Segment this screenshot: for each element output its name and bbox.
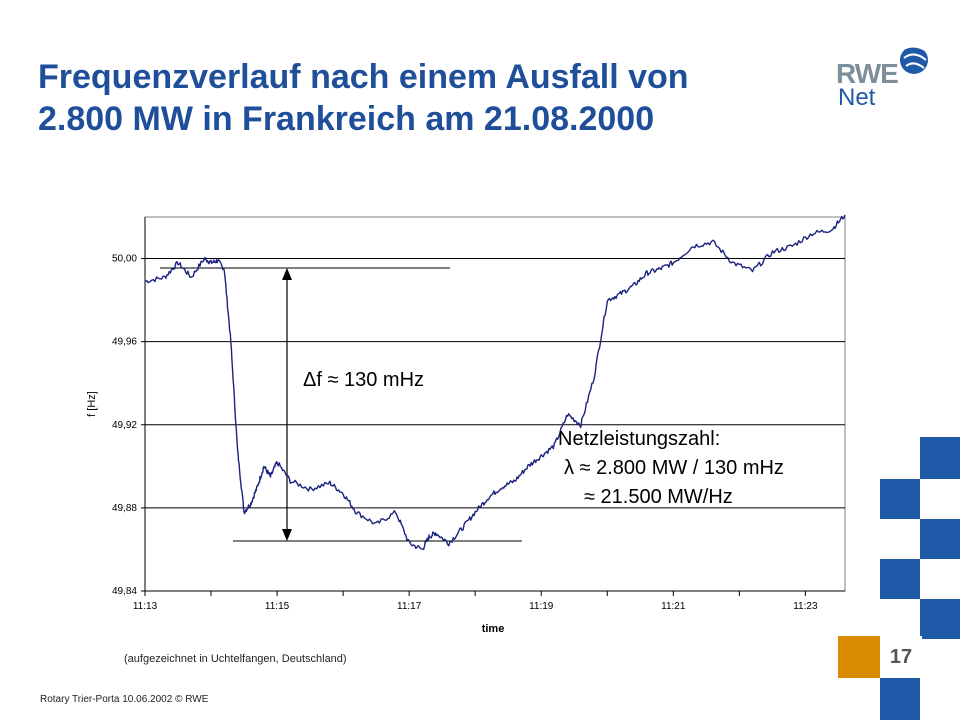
delta-arrow-head-down xyxy=(282,529,292,541)
deco-square xyxy=(880,559,920,599)
y-tick-label: 49,88 xyxy=(112,503,137,514)
title-line-2: 2.800 MW in Frankreich am 21.08.2000 xyxy=(38,100,655,138)
y-axis-label: f [Hz] xyxy=(86,391,98,417)
deco-square xyxy=(920,519,960,559)
series-line xyxy=(144,214,846,551)
page-title: Frequenzverlauf nach einem Ausfall von 2… xyxy=(38,56,828,140)
footer-text: Rotary Trier-Porta 10.06.2002 © RWE xyxy=(40,694,209,705)
title-line-1: Frequenzverlauf nach einem Ausfall von xyxy=(38,58,689,96)
deco-square xyxy=(880,479,920,519)
x-tick-label: 11:13 xyxy=(133,601,158,612)
x-tick-label: 11:21 xyxy=(661,601,686,612)
y-tick-label: 50,00 xyxy=(112,254,137,265)
deco-square xyxy=(920,437,960,479)
x-tick-label: 11:23 xyxy=(793,601,818,612)
x-tick-label: 11:15 xyxy=(265,601,290,612)
source-note: (aufgezeichnet in Uchtelfangen, Deutschl… xyxy=(124,653,347,665)
y-tick-label: 49,84 xyxy=(112,586,137,597)
x-axis-label: time xyxy=(482,623,505,635)
hand-wave-icon xyxy=(900,45,929,74)
logo-sub: Net xyxy=(838,84,876,111)
deco-square xyxy=(880,678,920,720)
logo-brand: RWE xyxy=(836,58,899,89)
deco-square-orange xyxy=(838,636,880,678)
deco-square xyxy=(920,599,960,639)
netzleistungszahl-title: Netzleistungszahl: xyxy=(558,428,721,450)
y-tick-label: 49,96 xyxy=(112,337,137,348)
delta-arrow-head-up xyxy=(282,268,292,280)
rwe-net-logo: RWE Net xyxy=(836,40,936,111)
y-tick-label: 49,92 xyxy=(112,420,137,431)
delta-f-annotation: Δf ≈ 130 mHz xyxy=(303,369,425,391)
netzleistungszahl-line-2: ≈ 21.500 MW/Hz xyxy=(584,486,733,508)
netzleistungszahl-line-1: λ ≈ 2.800 MW / 130 mHz xyxy=(564,457,784,479)
page-number: 17 xyxy=(880,636,922,678)
x-tick-label: 11:17 xyxy=(397,601,422,612)
plot-frame xyxy=(144,216,846,592)
x-tick-label: 11:19 xyxy=(529,601,554,612)
